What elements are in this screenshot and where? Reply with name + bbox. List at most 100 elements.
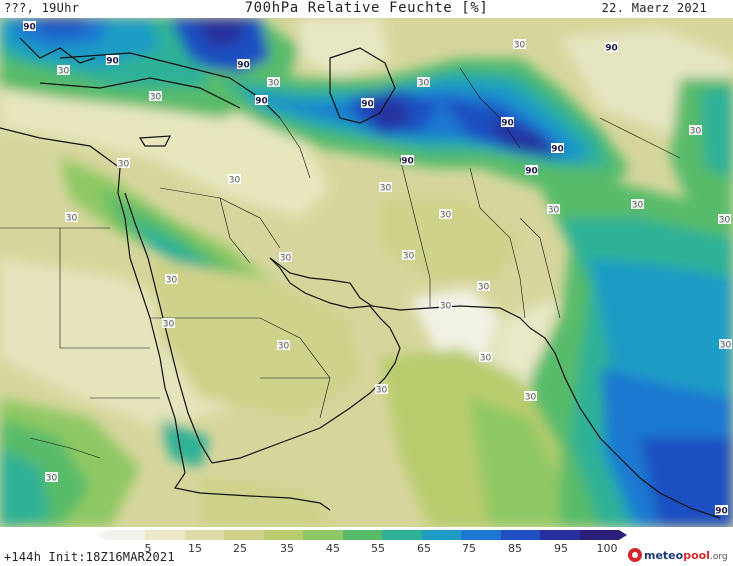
contour-label-bg: [719, 339, 732, 349]
contour-label-90: 90: [715, 507, 728, 517]
colorbar-segment: [263, 530, 304, 540]
contour-label-bg: [45, 472, 58, 482]
contour-label-30: 30: [268, 79, 280, 89]
contour-label-90: 90: [525, 167, 538, 177]
colorbar: [106, 530, 620, 540]
colorbar-segment: [224, 530, 265, 540]
contour-label-30: 30: [719, 216, 731, 226]
contour-label-bg: [165, 274, 178, 284]
contour-label-bg: [402, 250, 415, 260]
contour-label-30: 30: [229, 176, 241, 186]
contour-label-bg: [255, 95, 268, 105]
contour-label-30: 30: [403, 252, 415, 262]
coastlines: [0, 37, 721, 519]
colorbar-segment: [382, 530, 423, 540]
contour-label-90: 90: [551, 145, 564, 155]
colorbar-tick-label: 85: [508, 542, 522, 555]
contour-label-30: 30: [163, 320, 175, 330]
contour-label-90: 90: [401, 157, 414, 167]
contour-label-bg: [439, 300, 452, 310]
contour-label-30: 30: [380, 184, 392, 194]
contour-label-bg: [513, 39, 526, 49]
map-footer: 5 15 25 35 45 55 65 75 85 95 100 +144h Init:18Z16M…: [0, 527, 733, 566]
contour-label-30: 30: [150, 93, 162, 103]
contour-label-bg: [551, 143, 564, 153]
contour-label-bg: [439, 209, 452, 219]
colorbar-tick-label: 5: [144, 542, 152, 555]
map-title: 700hPa Relative Feuchte [%]: [244, 0, 489, 16]
contour-label-30: 30: [548, 206, 560, 216]
contour-label-90: 90: [106, 57, 119, 67]
colorbar-segment: [540, 530, 581, 540]
contour-label-90: 90: [501, 119, 514, 129]
colorbar-tick-label: 25: [233, 542, 247, 555]
contour-label-bg: [379, 182, 392, 192]
contour-label-30: 30: [280, 254, 292, 264]
contour-label-bg: [715, 505, 728, 515]
contour-label-30: 30: [478, 283, 490, 293]
contour-label-90: 90: [361, 100, 374, 110]
colorbar-tick-label: 15: [188, 542, 202, 555]
contour-label-bg: [106, 55, 119, 65]
contour-label-30: 30: [58, 67, 70, 77]
colorbar-tick-label: 95: [554, 542, 568, 555]
contour-label-bg: [417, 77, 430, 87]
colorbar-tick-label: 55: [371, 542, 385, 555]
colorbar-segment: [145, 530, 186, 540]
contour-label-30: 30: [440, 302, 452, 312]
contour-label-30: 30: [440, 211, 452, 221]
contour-label-30: 30: [166, 276, 178, 286]
contour-label-bg: [401, 155, 414, 165]
colorbar-segment: [342, 530, 383, 540]
forecast-date-label: 22. Maerz 2021: [601, 1, 707, 15]
contour-label-bg: [162, 318, 175, 328]
colorbar-tick-label: 35: [280, 542, 294, 555]
contour-label-bg: [477, 281, 490, 291]
country-borders: [0, 67, 681, 459]
contour-label-bg: [524, 391, 537, 401]
colorbar-segment: [500, 530, 541, 540]
contour-label-bg: [267, 77, 280, 87]
contour-label-bg: [605, 42, 618, 52]
logo-text: meteopool.org: [644, 548, 728, 562]
colorbar-segment: [184, 530, 225, 540]
contour-label-30: 30: [480, 354, 492, 364]
contour-label-bg: [237, 59, 250, 69]
contour-label-bg: [23, 21, 36, 31]
contour-label-bg: [547, 204, 560, 214]
contour-label-30: 30: [525, 393, 537, 403]
contour-label-30: 30: [514, 41, 526, 51]
contour-label-30: 30: [418, 79, 430, 89]
contour-label-bg: [149, 91, 162, 101]
contour-label-bg: [689, 125, 702, 135]
colorbar-segment: [303, 530, 344, 540]
init-time-label: +144h Init:18Z16MAR2021: [4, 550, 175, 564]
contour-label-bg: [631, 199, 644, 209]
contour-label-bg: [228, 174, 241, 184]
contour-label-30: 30: [632, 201, 644, 211]
colorbar-segment: [579, 530, 620, 540]
contour-label-bg: [479, 352, 492, 362]
contour-label-90: 90: [605, 44, 618, 54]
contour-label-30: 30: [376, 386, 388, 396]
humidity-map[interactable]: 90 90 90 90 90 90 90 90 90 90 90 30 30 30 30 30 30 30 30 30…: [0, 18, 733, 527]
contour-label-90: 90: [237, 61, 250, 71]
contour-label-30: 30: [278, 342, 290, 352]
contour-label-bg: [65, 212, 78, 222]
contour-label-bg: [501, 117, 514, 127]
colorbar-segment: [106, 530, 146, 540]
meteopool-logo[interactable]: meteopool.org: [628, 547, 728, 563]
contour-label-30: 30: [690, 127, 702, 137]
colorbar-tick-label: 65: [417, 542, 431, 555]
forecast-time-label: ???, 19Uhr: [4, 1, 80, 15]
colorbar-tick-label: 45: [326, 542, 340, 555]
colorbar-tick-label: 100: [596, 542, 618, 555]
contour-label-90: 90: [23, 23, 36, 33]
colorbar-left-arrow: [98, 530, 106, 540]
contour-label-30: 30: [118, 160, 130, 170]
contour-label-bg: [57, 65, 70, 75]
contour-label-90: 90: [255, 97, 268, 107]
logo-icon: [628, 548, 642, 562]
contour-label-bg: [375, 384, 388, 394]
